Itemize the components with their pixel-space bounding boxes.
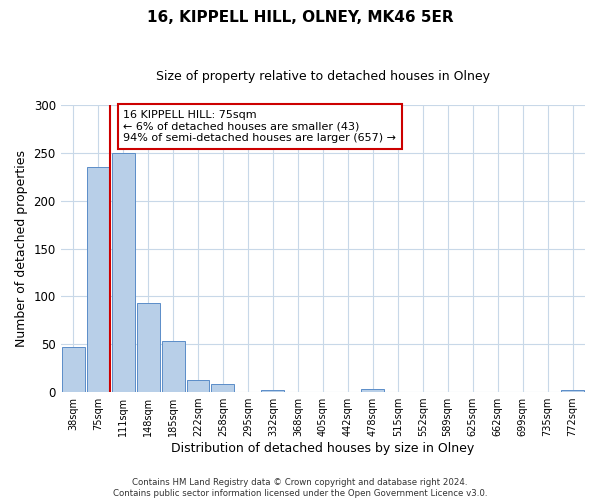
- Bar: [86, 167, 110, 392]
- Bar: [137, 303, 160, 392]
- Text: Contains HM Land Registry data © Crown copyright and database right 2024.
Contai: Contains HM Land Registry data © Crown c…: [113, 478, 487, 498]
- Bar: [211, 384, 235, 392]
- Text: 16, KIPPELL HILL, OLNEY, MK46 5ER: 16, KIPPELL HILL, OLNEY, MK46 5ER: [146, 10, 454, 25]
- Bar: [187, 380, 209, 392]
- X-axis label: Distribution of detached houses by size in Olney: Distribution of detached houses by size …: [171, 442, 475, 455]
- Bar: [62, 347, 85, 392]
- Text: 16 KIPPELL HILL: 75sqm
← 6% of detached houses are smaller (43)
94% of semi-deta: 16 KIPPELL HILL: 75sqm ← 6% of detached …: [123, 110, 396, 143]
- Y-axis label: Number of detached properties: Number of detached properties: [15, 150, 28, 347]
- Bar: [561, 390, 584, 392]
- Bar: [262, 390, 284, 392]
- Bar: [361, 389, 384, 392]
- Title: Size of property relative to detached houses in Olney: Size of property relative to detached ho…: [156, 70, 490, 83]
- Bar: [161, 342, 185, 392]
- Bar: [112, 153, 134, 392]
